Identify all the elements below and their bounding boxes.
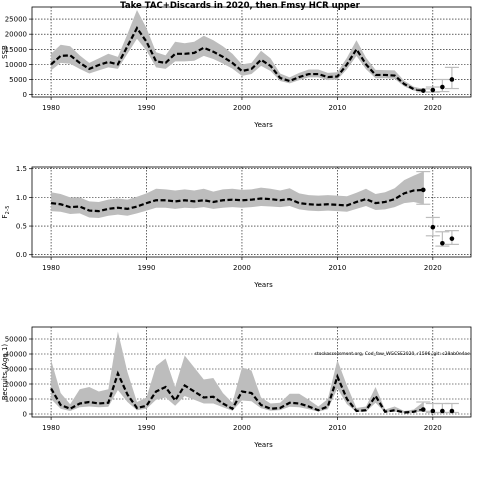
projection-point bbox=[430, 224, 436, 230]
projection-point bbox=[449, 236, 455, 241]
y-tick-label: 20000 bbox=[5, 381, 27, 389]
y-tick-label: 20000 bbox=[5, 31, 27, 39]
plot-frame bbox=[31, 6, 472, 98]
projection-point bbox=[449, 408, 455, 414]
x-tick-label: 1980 bbox=[42, 104, 60, 112]
x-axis-label: Years bbox=[253, 121, 273, 129]
y-tick-label: 0.0 bbox=[16, 251, 27, 259]
projection-point bbox=[430, 87, 436, 93]
y-axis-label: F2–5 bbox=[1, 206, 11, 219]
y-tick-label: 10000 bbox=[5, 396, 27, 404]
x-tick-label: 2020 bbox=[424, 424, 442, 432]
panel-ssb: 1980 1990 2000 2010 2020 0 5000 10000 15000 20000… bbox=[1, 6, 472, 129]
projection-point bbox=[420, 407, 426, 412]
x-tick-label: 1990 bbox=[138, 264, 156, 272]
x-axis-label: Years bbox=[253, 441, 273, 449]
confidence-band bbox=[51, 331, 424, 414]
x-tick-label: 2020 bbox=[424, 104, 442, 112]
x-tick-label: 1990 bbox=[138, 424, 156, 432]
y-tick-label: 5000 bbox=[9, 76, 27, 84]
y-tick-label: 1.0 bbox=[16, 194, 27, 202]
x-tick-label: 1980 bbox=[42, 264, 60, 272]
x-tick-label: 2000 bbox=[233, 264, 251, 272]
projection-point bbox=[420, 88, 426, 93]
y-tick-label: 0.5 bbox=[16, 223, 27, 231]
projection-point bbox=[440, 408, 445, 414]
plot-frame bbox=[31, 166, 472, 258]
projection-point bbox=[440, 240, 445, 246]
x-tick-label: 2000 bbox=[233, 424, 251, 432]
plot-frame bbox=[31, 326, 472, 418]
x-tick-label: 2010 bbox=[328, 104, 346, 112]
y-tick-label: 50000 bbox=[5, 336, 27, 344]
estimate-line bbox=[50, 370, 424, 414]
y-tick-label: 40000 bbox=[5, 351, 27, 359]
projection-point bbox=[440, 84, 445, 90]
panel-recruits: 1980 1990 2000 2010 2020 0 10000 20000 30000 4000… bbox=[1, 326, 472, 449]
x-tick-label: 2010 bbox=[328, 264, 346, 272]
panels: 1980 1990 2000 2010 202005000100001500020000… bbox=[1, 6, 472, 449]
x-tick-label: 2010 bbox=[328, 424, 346, 432]
estimate-line bbox=[50, 26, 424, 92]
estimate-line bbox=[50, 188, 424, 213]
figure-annotation: stockassessment.org, Cod_faw_WGCSE2020, … bbox=[315, 351, 471, 357]
y-tick-label: 15000 bbox=[5, 46, 27, 54]
x-tick-label: 2000 bbox=[233, 104, 251, 112]
y-axis-label: SSB bbox=[1, 45, 9, 59]
confidence-band bbox=[51, 171, 424, 219]
y-tick-label: 25000 bbox=[5, 16, 27, 24]
y-tick-label: 10000 bbox=[5, 61, 27, 69]
y-tick-label: 0 bbox=[23, 91, 27, 99]
y-tick-label: 1.5 bbox=[16, 165, 27, 173]
projection-point bbox=[449, 77, 455, 82]
y-axis-label: Recruits (Age 1) bbox=[1, 344, 9, 401]
x-tick-label: 1990 bbox=[138, 104, 156, 112]
y-tick-label: 0 bbox=[23, 411, 27, 419]
projection-point bbox=[430, 408, 436, 414]
projection-point bbox=[420, 187, 426, 193]
y-tick-label: 30000 bbox=[5, 366, 27, 374]
x-tick-label: 1980 bbox=[42, 424, 60, 432]
figure-title: Take TAC+Discards in 2020, then Fmsy HCR… bbox=[120, 1, 360, 11]
confidence-band bbox=[51, 10, 424, 92]
panel-fbar: 1980 1990 2000 2010 2020 0.0 0.5 1.0 1.5 Years F2–… bbox=[1, 165, 472, 289]
x-axis-label: Years bbox=[253, 281, 273, 289]
x-tick-label: 2020 bbox=[424, 264, 442, 272]
